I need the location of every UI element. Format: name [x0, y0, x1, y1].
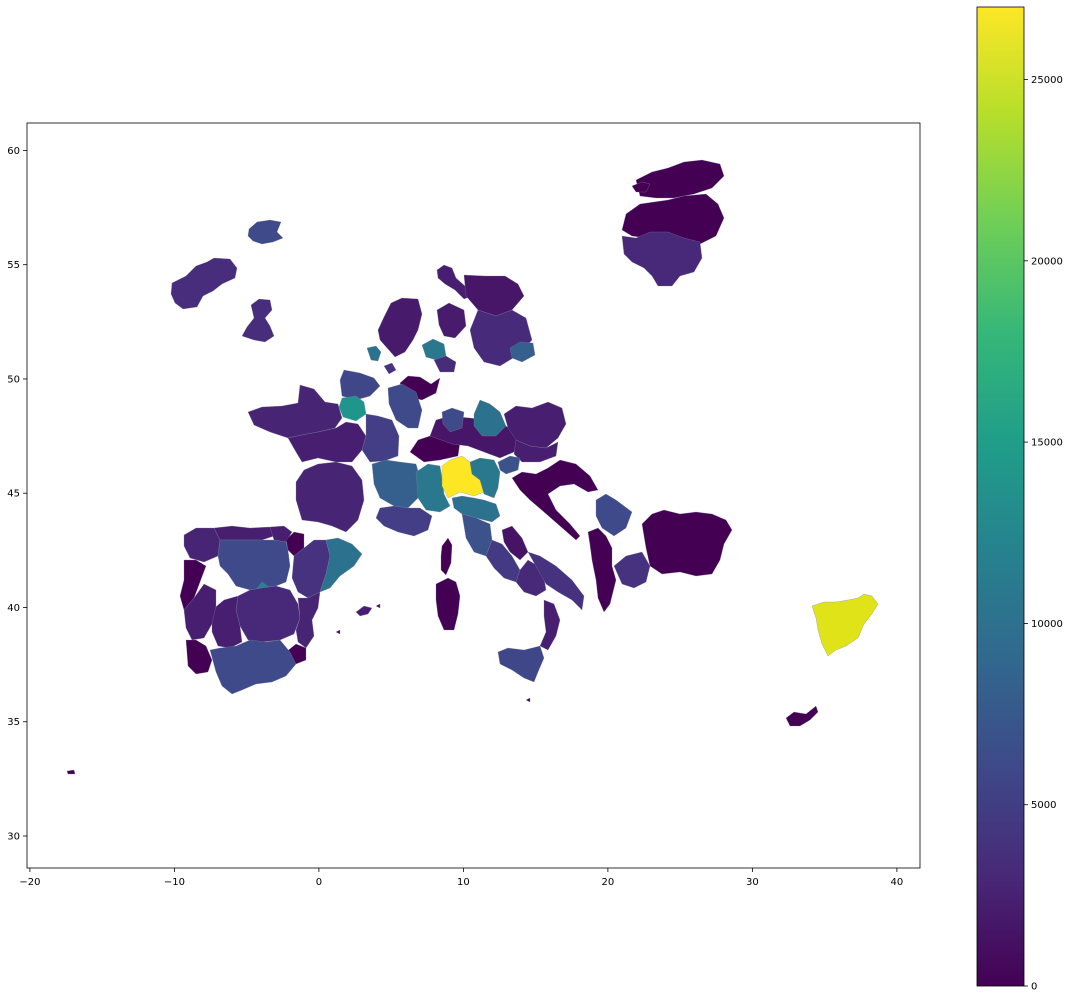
region-emilia: [451, 495, 501, 523]
region-hungary: [513, 439, 559, 463]
region-lithuania: [621, 231, 703, 287]
region-lux: [383, 362, 397, 375]
region-bulgaria: [641, 509, 733, 577]
y-tick-label: 50: [7, 374, 20, 385]
region-sicily: [497, 645, 545, 683]
region-malta: [525, 697, 531, 703]
x-tick-label: 10: [457, 877, 470, 888]
region-sardinia: [435, 577, 461, 631]
colorbar-tick-label: 5000: [1031, 800, 1056, 811]
x-tick-label: 30: [746, 877, 759, 888]
y-tick-label: 35: [7, 717, 20, 728]
region-france-sw: [295, 461, 365, 533]
colorbar-tick-label: 10000: [1031, 619, 1063, 630]
x-tick-label: 0: [316, 877, 322, 888]
colorbar-tick-label: 25000: [1031, 75, 1063, 86]
region-berlin: [509, 341, 536, 363]
region-serbia-e: [595, 493, 633, 537]
region-provence: [375, 505, 433, 537]
region-rhone-alpes: [371, 459, 421, 509]
region-puglia: [527, 551, 585, 611]
region-belgium: [366, 345, 382, 362]
y-tick-label: 40: [7, 603, 20, 614]
region-france-nord: [339, 369, 381, 401]
region-montenegro: [587, 527, 617, 613]
region-corsica: [440, 537, 453, 576]
region-catalonia: [319, 537, 363, 593]
region-galicia: [183, 527, 221, 563]
region-bayern-n: [441, 407, 465, 433]
region-portugal-c: [183, 583, 217, 641]
region-slovenia: [497, 455, 521, 475]
plot-frame: [26, 122, 921, 869]
region-alsace: [387, 383, 423, 429]
region-castilla-leon: [217, 539, 291, 591]
region-valencia: [295, 591, 321, 649]
region-uk-wales: [241, 298, 275, 343]
region-croatia: [511, 459, 599, 541]
region-andalucia: [209, 639, 297, 695]
region-piemonte: [415, 463, 451, 513]
region-baleares-3: [375, 603, 381, 609]
x-tick-label: 20: [602, 877, 615, 888]
region-baleares: [355, 605, 373, 617]
region-portugal-s: [185, 639, 213, 675]
region-germany-sw: [421, 338, 447, 361]
region-extremadura: [211, 595, 243, 649]
y-tick-label: 30: [7, 832, 20, 843]
region-abruzzo: [501, 525, 529, 561]
region-estonia: [635, 159, 725, 199]
y-tick-label: 60: [7, 146, 20, 157]
region-anatolia: [811, 593, 879, 657]
x-tick-label: 40: [891, 877, 904, 888]
region-germany-nw: [436, 302, 467, 339]
colorbar-tick-label: 0: [1031, 982, 1037, 993]
region-scotland-north: [247, 219, 284, 245]
region-germany-n: [463, 274, 525, 317]
x-tick-label: −20: [19, 877, 40, 888]
x-axis-ticks: −20 −10 0 10 20 30 40: [19, 868, 903, 888]
region-netherlands: [377, 297, 423, 358]
map-regions: [66, 159, 879, 775]
region-ireland: [170, 257, 238, 310]
region-calabria: [539, 599, 561, 651]
region-bohemia: [473, 399, 507, 437]
y-axis-ticks: 30 35 40 45 50 55 60: [7, 146, 27, 843]
region-czech-e: [503, 401, 567, 449]
x-tick-label: −10: [164, 877, 185, 888]
region-cyprus: [785, 705, 819, 727]
region-paris: [338, 395, 367, 422]
region-france-w: [247, 384, 343, 439]
region-madeira: [66, 769, 76, 775]
colorbar-tick-label: 15000: [1031, 438, 1063, 449]
y-tick-label: 55: [7, 260, 20, 271]
region-germany-s2: [433, 355, 457, 373]
region-castilla-mancha: [235, 585, 301, 643]
y-tick-label: 45: [7, 489, 20, 500]
colorbar-tick-label: 20000: [1031, 256, 1063, 267]
region-macedonia: [613, 551, 651, 589]
region-veneto: [469, 457, 501, 499]
region-baleares-2: [335, 629, 341, 635]
region-france-e: [361, 413, 400, 463]
colorbar-ticks: 0 5000 10000 15000 20000 25000: [1024, 75, 1063, 993]
colorbar: [976, 6, 1025, 987]
region-saaremaa: [631, 181, 651, 193]
region-asturias: [213, 525, 275, 541]
